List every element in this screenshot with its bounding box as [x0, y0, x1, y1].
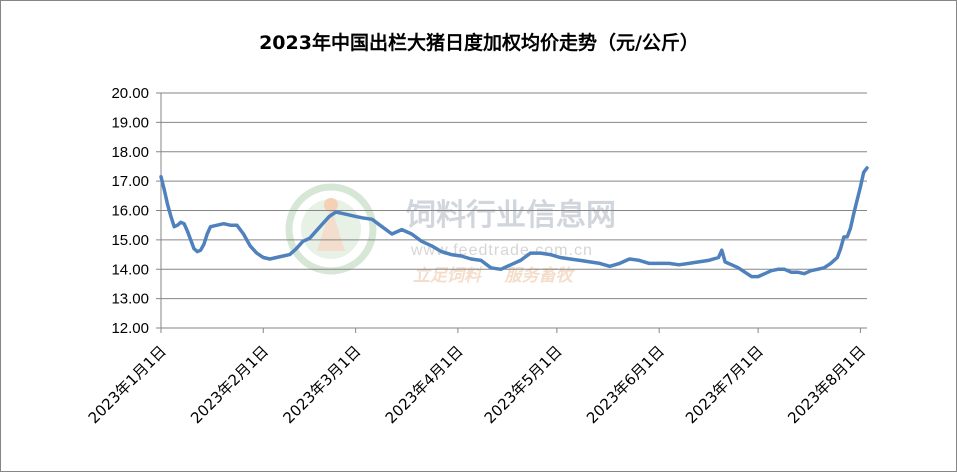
y-tick-label: 19.00: [111, 114, 149, 131]
x-tick-label: 2023年7月1日: [682, 342, 767, 427]
axes: [160, 93, 867, 329]
y-tick-label: 17.00: [111, 173, 149, 190]
y-tick-label: 13.00: [111, 291, 149, 308]
x-tick-label: 2023年2月1日: [187, 342, 272, 427]
watermark: 饲料行业信息网 www.feedtrade.com.cn 立足饲料 服务畜牧: [285, 183, 616, 286]
gridlines: [161, 92, 867, 300]
x-tick-label: 2023年5月1日: [481, 342, 566, 427]
x-tick-label: 2023年1月1日: [85, 342, 170, 427]
y-axis-tick-labels: 12.00 13.00 14.00 15.00 16.00 17.00 18.00 19.00…: [111, 85, 161, 337]
series-line: [159, 166, 869, 279]
watermark-name: 饲料行业信息网: [405, 198, 616, 233]
x-tick-label: 2023年3月1日: [279, 342, 364, 427]
chart-title: 2023年中国出栏大猪日度加权均价走势（元/公斤）: [259, 31, 699, 54]
y-tick-label: 18.00: [111, 144, 149, 161]
y-tick-label: 16.00: [111, 203, 149, 220]
y-tick-label: 15.00: [111, 232, 149, 249]
x-tick-label: 2023年6月1日: [583, 342, 668, 427]
y-tick-label: 12.00: [111, 320, 149, 337]
series-layer: [159, 166, 869, 279]
x-axis-ticks: 2023年1月1日 2023年2月1日 2023年3月1日 2023年4月1日 2023…: [85, 328, 869, 427]
y-tick-label: 14.00: [111, 261, 149, 278]
x-tick-label: 2023年4月1日: [382, 342, 467, 427]
watermark-logo: [285, 183, 377, 275]
watermark-slogan: 立足饲料 服务畜牧: [413, 266, 576, 286]
x-tick-label: 2023年8月1日: [784, 342, 869, 427]
y-tick-label: 20.00: [111, 85, 149, 102]
